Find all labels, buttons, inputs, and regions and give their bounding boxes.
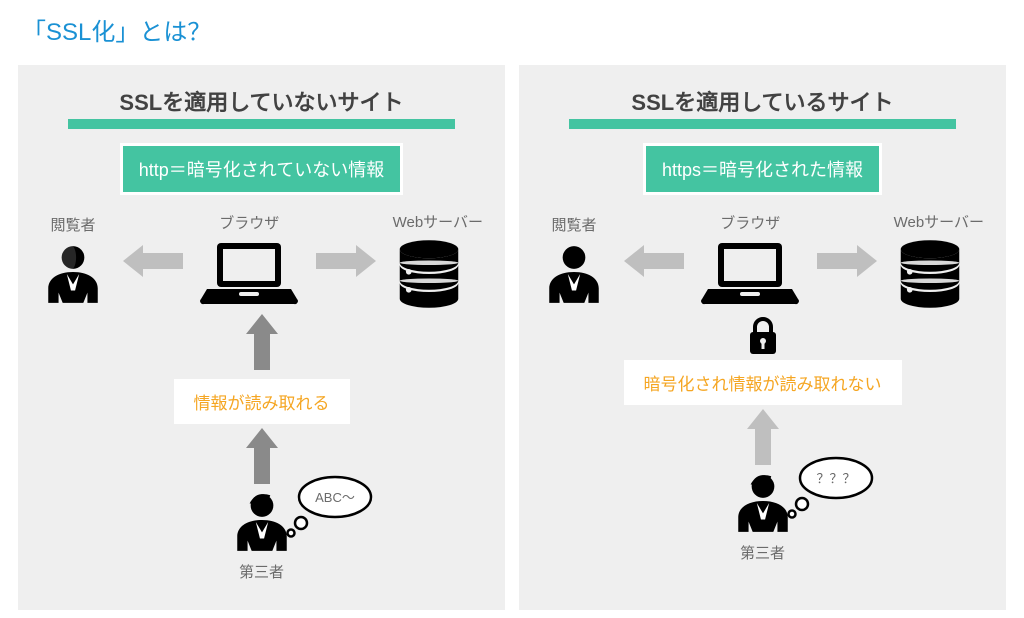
panel-left-title: SSLを適用していないサイト xyxy=(119,85,403,117)
thought-bubble-icon: ？？？ xyxy=(786,456,876,520)
browser-node: ブラウザ xyxy=(199,212,299,309)
lower-flow: 情報が読み取れる ABC〜 第三者 xyxy=(36,314,487,582)
viewer-label: 閲覧者 xyxy=(541,214,607,235)
up-arrow-light-icon xyxy=(743,409,783,470)
viewer-node: 閲覧者 xyxy=(40,214,106,307)
underline-accent xyxy=(569,119,957,129)
database-icon xyxy=(393,238,465,310)
panel-no-ssl: SSLを適用していないサイト http＝暗号化されていない情報 閲覧者 ブラウザ xyxy=(18,65,505,610)
viewer-label: 閲覧者 xyxy=(40,214,106,235)
https-badge: https＝暗号化された情報 xyxy=(643,143,882,195)
arrow-right-icon xyxy=(800,241,893,281)
arrow-right-icon xyxy=(299,241,392,281)
viewer-node: 閲覧者 xyxy=(541,214,607,307)
lock-icon xyxy=(746,316,780,356)
http-badge: http＝暗号化されていない情報 xyxy=(120,143,403,195)
laptop-icon xyxy=(700,239,800,309)
third-party-label: 第三者 xyxy=(740,542,785,563)
panel-container: SSLを適用していないサイト http＝暗号化されていない情報 閲覧者 ブラウザ xyxy=(18,65,1006,610)
underline-accent xyxy=(68,119,456,129)
panel-ssl: SSLを適用しているサイト https＝暗号化された情報 閲覧者 ブラウザ xyxy=(519,65,1006,610)
database-icon xyxy=(894,238,966,310)
bubble-text: ABC〜 xyxy=(315,490,355,505)
laptop-icon xyxy=(199,239,299,309)
third-party-label: 第三者 xyxy=(239,561,284,582)
flow-row: 閲覧者 ブラウザ xyxy=(537,211,988,310)
flow-row: 閲覧者 ブラウザ xyxy=(36,211,487,310)
info-unreadable: 暗号化され情報が読み取れない xyxy=(624,360,902,405)
server-label: Webサーバー xyxy=(894,211,984,232)
panel-right-title: SSLを適用しているサイト xyxy=(631,85,893,117)
server-label: Webサーバー xyxy=(393,211,483,232)
server-node: Webサーバー xyxy=(894,211,984,310)
up-arrow-dark-icon xyxy=(242,314,282,375)
browser-label: ブラウザ xyxy=(700,212,800,233)
up-arrow-dark-icon xyxy=(242,428,282,489)
lower-flow: 暗号化され情報が読み取れない ？？？ 第三者 xyxy=(537,314,988,563)
bubble-text: ？？？ xyxy=(816,471,855,486)
server-node: Webサーバー xyxy=(393,211,483,310)
page-title: 「SSL化」とは？ xyxy=(18,12,1006,47)
info-readable: 情報が読み取れる xyxy=(174,379,350,424)
browser-node: ブラウザ xyxy=(700,212,800,309)
thought-bubble-icon: ABC〜 xyxy=(285,475,375,539)
arrow-left-icon xyxy=(607,241,700,281)
person-icon xyxy=(40,241,106,307)
arrow-left-icon xyxy=(106,241,199,281)
person-icon xyxy=(541,241,607,307)
browser-label: ブラウザ xyxy=(199,212,299,233)
